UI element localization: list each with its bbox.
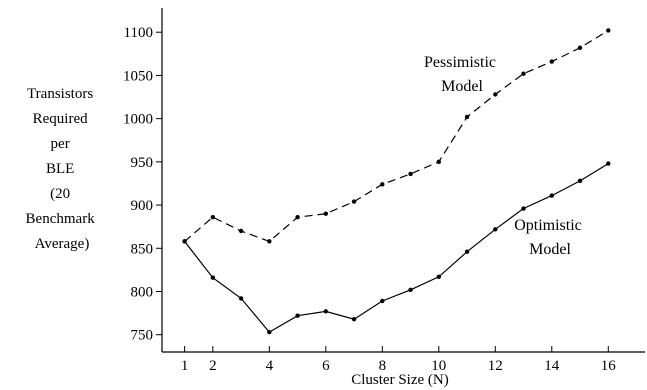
x-tick-label: 1 [181,358,189,374]
x-tick-label: 10 [431,358,446,374]
optimistic-label-line: Model [529,241,571,258]
y-axis-title-line: Required [33,111,88,127]
optimistic-model-point [436,274,442,280]
pessimistic-model-point [577,45,583,50]
pessimistic-model-point [351,199,357,204]
optimistic-model-point [210,275,216,280]
optimistic-model-point [408,287,413,292]
optimistic-model-point [577,178,583,184]
y-axis-title-line: BLE [46,161,74,177]
y-tick-label: 1050 [123,68,153,84]
y-tick-label: 950 [131,155,154,171]
optimistic-label-line: Optimistic [514,217,582,234]
optimistic-model-point [323,309,329,314]
x-tick-label: 6 [322,358,330,374]
pessimistic-model-point [549,59,554,64]
x-tick-label: 12 [488,358,503,374]
y-tick-label: 850 [131,241,154,257]
x-axis-title: Cluster Size (N) [351,372,448,388]
y-axis-title-line: (20 [50,186,70,202]
plot-frame [161,8,645,353]
x-axis-ticks: 1 2 4 6 8 10 12 14 16 [181,346,616,374]
optimistic-model-point [238,296,244,301]
y-axis-title-line: Average) [35,236,90,252]
y-axis-ticks: 750 800 850 900 950 1000 1050 1100 [123,25,162,344]
pessimistic-model-point [267,239,272,244]
pessimistic-model-point [436,159,442,165]
optimistic-model-point [380,298,385,304]
optimistic-model-point [464,249,470,254]
series-lines [182,28,611,335]
pessimistic-model-point [408,171,413,177]
pessimistic-model-point [606,28,611,33]
x-tick-label: 16 [601,358,617,374]
x-tick-label: 4 [266,358,274,374]
y-axis-title: Transistors Required per BLE (20 Benchma… [26,86,99,252]
pessimistic-model-point [238,228,244,234]
y-tick-label: 900 [131,198,154,214]
optimistic-model-label: Optimistic Model [514,217,586,258]
pessimistic-model-point [323,211,329,216]
y-tick-label: 1100 [124,25,153,41]
y-tick-label: 800 [131,284,154,300]
x-tick-label: 2 [209,358,217,374]
y-axis-title-line: Benchmark [26,211,96,227]
pessimistic-model-point [464,114,470,120]
optimistic-model-point [549,193,554,198]
optimistic-model-point [521,206,526,211]
y-tick-label: 750 [131,328,154,344]
pessimistic-model-line [184,29,609,243]
optimistic-model-point [267,329,272,335]
pessimistic-model-point [295,214,300,220]
x-tick-label: 14 [544,358,560,374]
optimistic-model-point [295,313,300,318]
y-axis-title-line: Transistors [27,86,93,102]
optimistic-model-point [493,227,498,232]
optimistic-model-point [351,316,357,322]
pessimistic-label-line: Model [441,78,483,95]
optimistic-model-point [606,161,611,166]
pessimistic-model-point [493,92,498,97]
pessimistic-label-line: Pessimistic [424,54,496,71]
optimistic-model-line [184,163,609,333]
optimistic-model-point [182,239,187,244]
pessimistic-model-point [380,182,385,187]
pessimistic-model-point [521,71,526,76]
x-tick-label: 8 [379,358,387,374]
pessimistic-model-point [210,214,216,220]
y-tick-label: 1000 [123,112,153,128]
y-axis-title-line: per [51,136,70,152]
pessimistic-model-label: Pessimistic Model [424,54,500,95]
